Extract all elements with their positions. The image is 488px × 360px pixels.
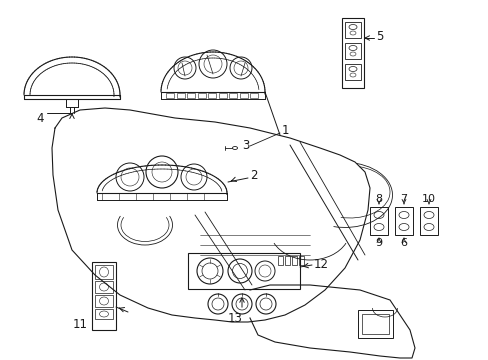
Bar — [278, 256, 283, 265]
Bar — [95, 295, 113, 307]
Bar — [176, 93, 184, 98]
Text: 5: 5 — [375, 30, 383, 42]
Bar — [218, 93, 226, 98]
Text: 12: 12 — [313, 257, 328, 270]
Bar — [369, 207, 387, 235]
Text: 10: 10 — [421, 194, 435, 204]
Text: 8: 8 — [375, 194, 382, 204]
Bar — [394, 207, 412, 235]
Bar — [239, 93, 247, 98]
Bar — [207, 93, 216, 98]
Bar — [249, 93, 258, 98]
Bar — [345, 43, 360, 59]
Bar — [95, 309, 113, 319]
Bar — [357, 310, 392, 338]
Bar — [187, 253, 299, 289]
Bar — [298, 256, 304, 265]
Text: 3: 3 — [242, 139, 249, 153]
Bar — [228, 93, 237, 98]
Bar — [419, 207, 437, 235]
Text: 1: 1 — [282, 125, 289, 138]
Bar — [361, 314, 388, 334]
Bar — [95, 281, 113, 293]
Bar — [285, 256, 289, 265]
Text: 4: 4 — [36, 112, 43, 126]
Bar — [92, 262, 116, 330]
Bar — [186, 93, 195, 98]
Bar — [345, 22, 360, 38]
Bar — [165, 93, 174, 98]
Bar — [345, 64, 360, 80]
Text: 9: 9 — [375, 238, 382, 248]
Bar — [197, 93, 205, 98]
Bar — [291, 256, 296, 265]
Text: 11: 11 — [73, 318, 88, 330]
Text: 2: 2 — [249, 170, 257, 183]
Text: 13: 13 — [227, 311, 242, 324]
Bar — [341, 18, 363, 88]
Text: 6: 6 — [400, 238, 407, 248]
Bar — [95, 265, 113, 279]
Text: 7: 7 — [400, 194, 407, 204]
